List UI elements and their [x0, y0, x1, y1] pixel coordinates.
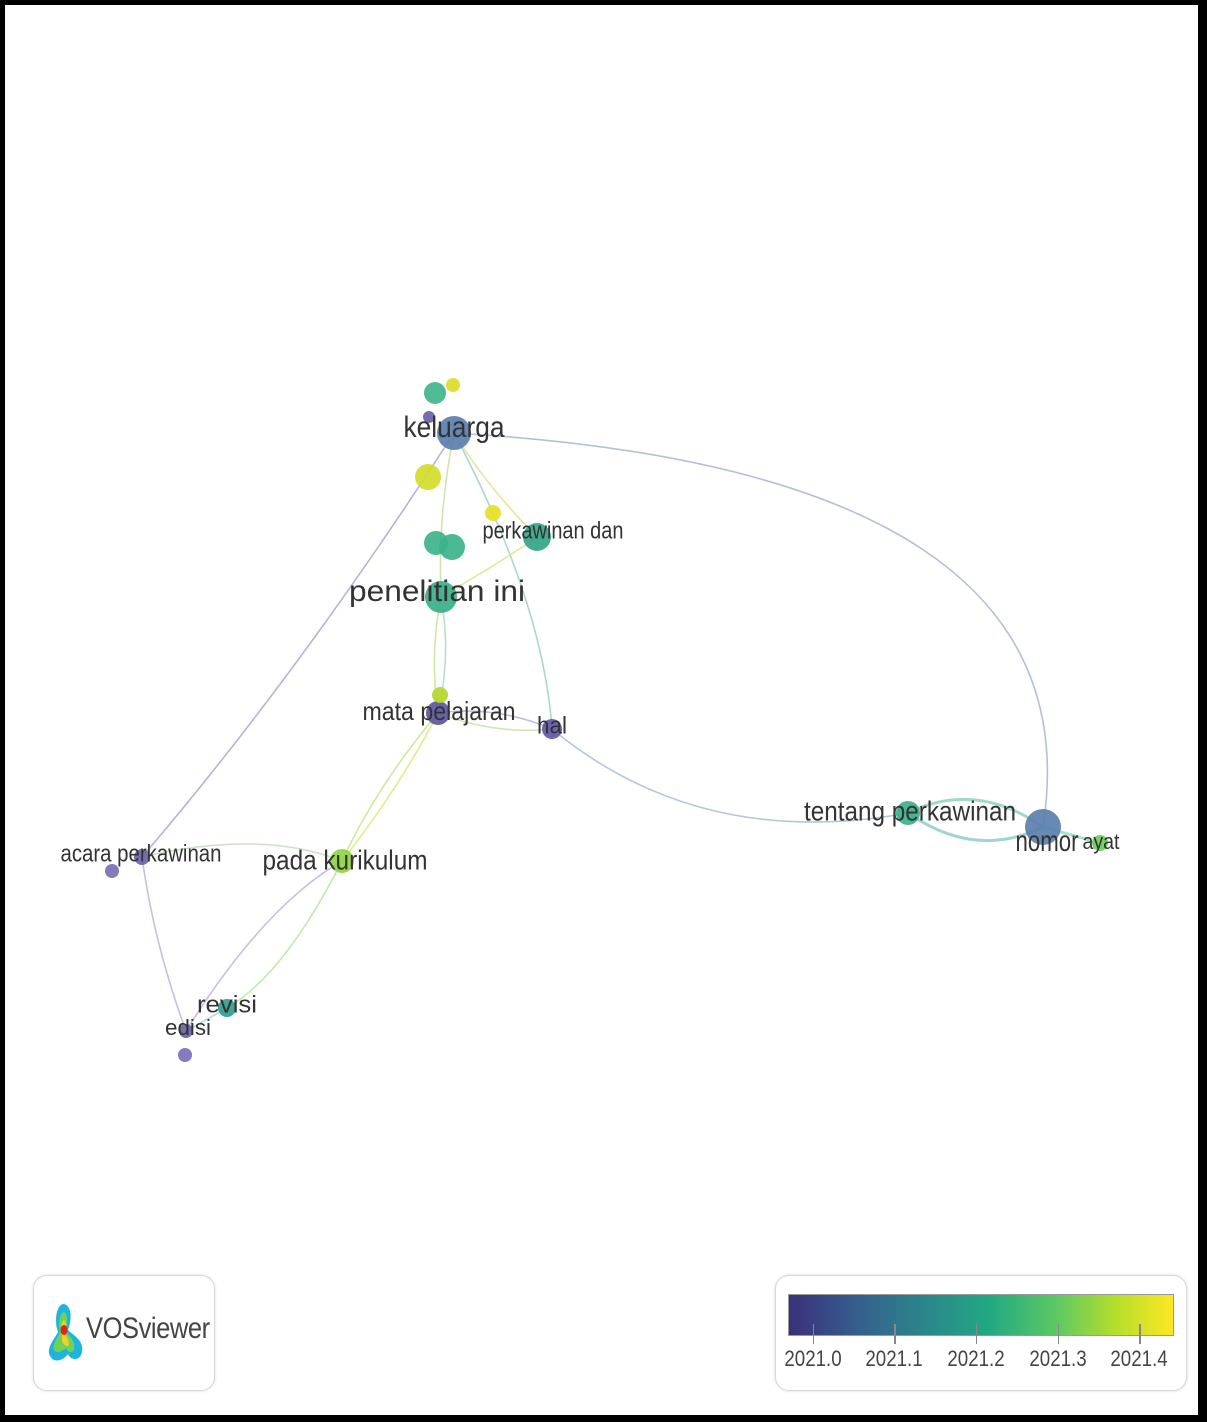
vosviewer-logo-icon: [48, 1304, 83, 1361]
label-pada-kurikulum: pada kurikulum: [263, 844, 428, 875]
node-mp-green[interactable]: [432, 687, 448, 703]
node-ap-small[interactable]: [105, 864, 119, 878]
label-tentang-perkawinan: tentang perkawinan: [804, 795, 1016, 826]
node-penelitian-ini[interactable]: [425, 581, 457, 613]
node-perkawinan-dan[interactable]: [523, 523, 551, 551]
link-hal-tentang_perkawinan: [551, 728, 909, 823]
link-keluarga-nomor: [453, 432, 1049, 828]
vosviewer-logo-box[interactable]: VOSviewer: [33, 1275, 215, 1391]
node-mata-pelajaran[interactable]: [426, 701, 450, 725]
label-mata-pelajaran: mata pelajaran: [363, 696, 516, 726]
legend-tick-label: 2021.0: [783, 1346, 842, 1371]
link-acara_perkawinan-edisi: [141, 856, 187, 1032]
label-acara-perkawinan: acara perkawinan: [61, 840, 222, 867]
bibliometric-network-map[interactable]: keluarga perkawinan dan penelitian ini mata…: [5, 5, 1198, 1415]
label-penelitian-ini: penelitian ini: [349, 575, 525, 608]
network-labels: keluarga perkawinan dan penelitian ini mata…: [61, 411, 1120, 1040]
legend-tick-label: 2021.3: [1029, 1346, 1087, 1371]
color-scale-bar: [788, 1294, 1174, 1336]
link-keluarga-hal: [453, 432, 553, 730]
link-mata_pelajaran-hal: [437, 712, 553, 732]
node-tentang-perkawinan[interactable]: [896, 801, 920, 825]
node-k-top1[interactable]: [424, 382, 446, 404]
node-keluarga[interactable]: [437, 416, 471, 450]
link-mata_pelajaran-pada_kurikulum: [341, 712, 439, 862]
link-pada_kurikulum-edisi: [185, 860, 343, 1032]
network-nodes[interactable]: [105, 378, 1108, 1062]
node-k-yellow[interactable]: [415, 464, 441, 490]
label-hal: hal: [537, 712, 567, 739]
label-edisi: edisi: [165, 1015, 211, 1040]
link-tentang_perkawinan-nomor: [907, 797, 1044, 829]
node-revisi[interactable]: [218, 999, 236, 1017]
node-hal[interactable]: [542, 719, 562, 739]
link-mata_pelajaran-pada_kurikulum: [341, 712, 439, 862]
link-acara_perkawinan-pada_kurikulum: [141, 843, 343, 862]
node-k-top2[interactable]: [446, 378, 460, 392]
legend-tick: [975, 1324, 978, 1344]
label-keluarga: keluarga: [404, 411, 505, 444]
link-keluarga-acara_perkawinan: [141, 432, 455, 858]
node-nomor[interactable]: [1025, 809, 1061, 845]
label-revisi: revisi: [197, 991, 257, 1018]
legend-tick-label: 2021.4: [1110, 1346, 1168, 1371]
legend-tick-label: 2021.1: [865, 1346, 923, 1371]
link-mata_pelajaran-hal: [437, 710, 553, 730]
color-scale-legend: 2021.0 2021.1 2021.2 2021.3 2021.4: [775, 1275, 1187, 1391]
label-ayat: ayat: [1083, 829, 1120, 854]
link-pada_kurikulum-revisi: [226, 860, 343, 1009]
node-ayat[interactable]: [1092, 835, 1108, 851]
node-p-yellow[interactable]: [485, 505, 501, 521]
node-edisi[interactable]: [179, 1024, 193, 1038]
link-keluarga-penelitian_ini: [439, 432, 455, 598]
node-pi-b[interactable]: [439, 534, 465, 560]
legend-tick-label: 2021.2: [947, 1346, 1005, 1371]
label-nomor: nomor: [1016, 825, 1079, 858]
legend-tick: [894, 1324, 896, 1344]
network-canvas[interactable]: keluarga perkawinan dan penelitian ini mata…: [5, 5, 1198, 1415]
legend-tick: [812, 1324, 814, 1344]
legend-tick: [1139, 1324, 1141, 1344]
node-pada-kurikulum[interactable]: [330, 849, 354, 873]
label-perkawinan-dan: perkawinan dan: [483, 517, 624, 544]
node-edisi-small[interactable]: [178, 1048, 192, 1062]
legend-tick: [1057, 1324, 1060, 1344]
node-k-small[interactable]: [423, 411, 435, 423]
node-acara-perkawinan[interactable]: [134, 849, 150, 865]
vosviewer-logo-text: VOSviewer: [86, 1312, 210, 1345]
